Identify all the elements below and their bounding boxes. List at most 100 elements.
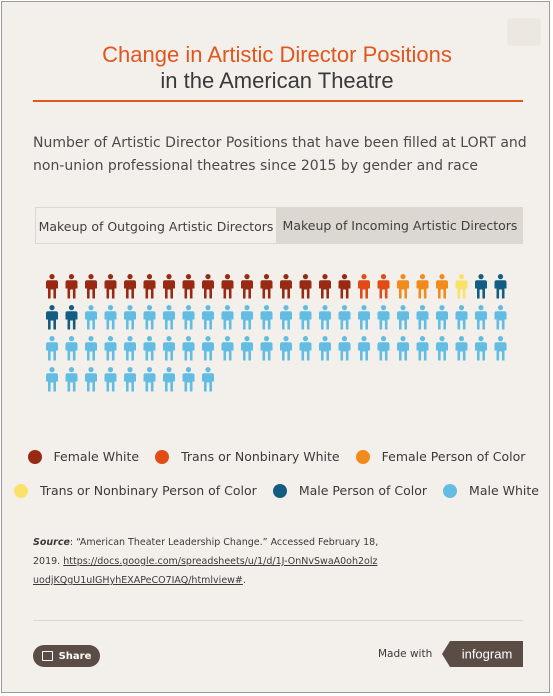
person-icon [338, 305, 351, 330]
person-icon [416, 336, 429, 361]
person-icon [241, 305, 253, 330]
person-icon [299, 336, 312, 361]
person-icon [397, 305, 409, 330]
person-icon [65, 336, 78, 361]
chart-subtitle: Number of Artistic Director Positions th… [33, 135, 527, 174]
legend-label: Male Person of Color [298, 483, 428, 498]
tab-bar: Makeup of Outgoing Artistic Directors Ma… [35, 207, 523, 244]
source-label: Source [33, 537, 70, 548]
source-link[interactable]: https://docs.google.com/spreadsheets/u/1… [33, 556, 378, 586]
person-icon [260, 336, 273, 361]
tab-incoming-directors[interactable]: Makeup of Incoming Artistic Directors [282, 218, 518, 233]
person-icon [143, 274, 156, 299]
person-icon [436, 336, 448, 361]
person-icon [182, 305, 195, 330]
person-icon [280, 336, 292, 361]
person-icon [494, 305, 507, 330]
person-icon [377, 274, 390, 299]
title-divider [33, 100, 523, 102]
page-title: Change in Artistic Director Positions in… [32, 42, 522, 94]
infogram-logo-text: infogram [462, 647, 513, 662]
person-icon [319, 336, 331, 361]
person-icon [143, 367, 156, 392]
person-icon [397, 336, 409, 361]
person-icon [358, 336, 370, 361]
legend-item-male-poc[interactable]: Male Person of Color [272, 483, 428, 498]
person-icon [319, 274, 331, 299]
infogram-logo[interactable]: infogram [442, 641, 523, 667]
share-icon [41, 651, 53, 661]
person-icon [494, 336, 507, 361]
person-icon [124, 336, 136, 361]
person-icon [143, 305, 156, 330]
legend-item-male-white[interactable]: Male White [443, 483, 539, 498]
person-icon [455, 305, 468, 330]
legend-swatch [14, 483, 28, 498]
person-icon [163, 305, 175, 330]
legend-label: Female White [53, 449, 140, 464]
person-icon [436, 274, 448, 299]
person-icon [182, 274, 195, 299]
person-icon [338, 274, 351, 299]
person-icon [338, 336, 351, 361]
person-icon [202, 274, 214, 299]
legend-item-trans-nonbinary-poc[interactable]: Trans or Nonbinary Person of Color [14, 483, 257, 498]
person-icon [280, 274, 292, 299]
person-icon [85, 367, 97, 392]
legend-swatch [355, 449, 370, 464]
person-icon [241, 274, 253, 299]
share-button[interactable]: Share [33, 645, 100, 667]
made-with-label: Made with [378, 648, 433, 660]
legend-label: Trans or Nonbinary White [181, 449, 340, 464]
share-label: Share [58, 650, 92, 662]
person-icon [85, 336, 97, 361]
legend-swatch [443, 483, 458, 498]
person-icon [221, 305, 234, 330]
person-icon [104, 367, 117, 392]
tab-outgoing-directors[interactable]: Makeup of Outgoing Artistic Directors [35, 207, 277, 244]
person-icon [299, 305, 312, 330]
person-icon [455, 336, 468, 361]
person-icon [163, 274, 175, 299]
person-icon [319, 305, 331, 330]
title-line-1: Change in Artistic Director Positions [102, 42, 452, 67]
person-icon [124, 274, 136, 299]
person-icon [221, 336, 234, 361]
person-icon [124, 305, 136, 330]
legend-row-2: Trans or Nonbinary Person of Color Male … [2, 483, 549, 498]
person-icon [124, 367, 136, 392]
legend-item-female-poc[interactable]: Female Person of Color [355, 449, 526, 464]
person-icon [85, 305, 97, 330]
legend-item-trans-nonbinary-white[interactable]: Trans or Nonbinary White [155, 449, 340, 464]
person-icon [494, 274, 507, 299]
person-icon [202, 367, 214, 392]
person-icon [104, 274, 117, 299]
person-icon [163, 336, 175, 361]
person-icon [221, 274, 234, 299]
legend-item-female-white[interactable]: Female White [27, 449, 140, 464]
person-icon [46, 274, 58, 299]
person-icon [377, 305, 390, 330]
person-icon [202, 336, 214, 361]
person-icon [182, 336, 195, 361]
person-icon [182, 367, 195, 392]
source-text: : “American Theater Leadership Change.” … [33, 537, 379, 567]
person-icon [436, 305, 448, 330]
person-icon [358, 274, 370, 299]
person-icon [46, 305, 58, 330]
person-icon [416, 305, 429, 330]
title-line-2: in the American Theatre [160, 68, 394, 93]
person-icon [65, 367, 78, 392]
person-icon [475, 336, 487, 361]
person-icon [65, 274, 78, 299]
person-icon [475, 274, 487, 299]
fullscreen-button[interactable] [507, 18, 541, 46]
legend-label: Female Person of Color [381, 449, 526, 464]
source-citation: Source: “American Theater Leadership Cha… [33, 533, 383, 590]
person-icon [416, 274, 429, 299]
person-icon [65, 305, 78, 330]
person-icon [260, 274, 273, 299]
legend-label: Male White [469, 483, 539, 498]
person-icon [455, 274, 468, 299]
